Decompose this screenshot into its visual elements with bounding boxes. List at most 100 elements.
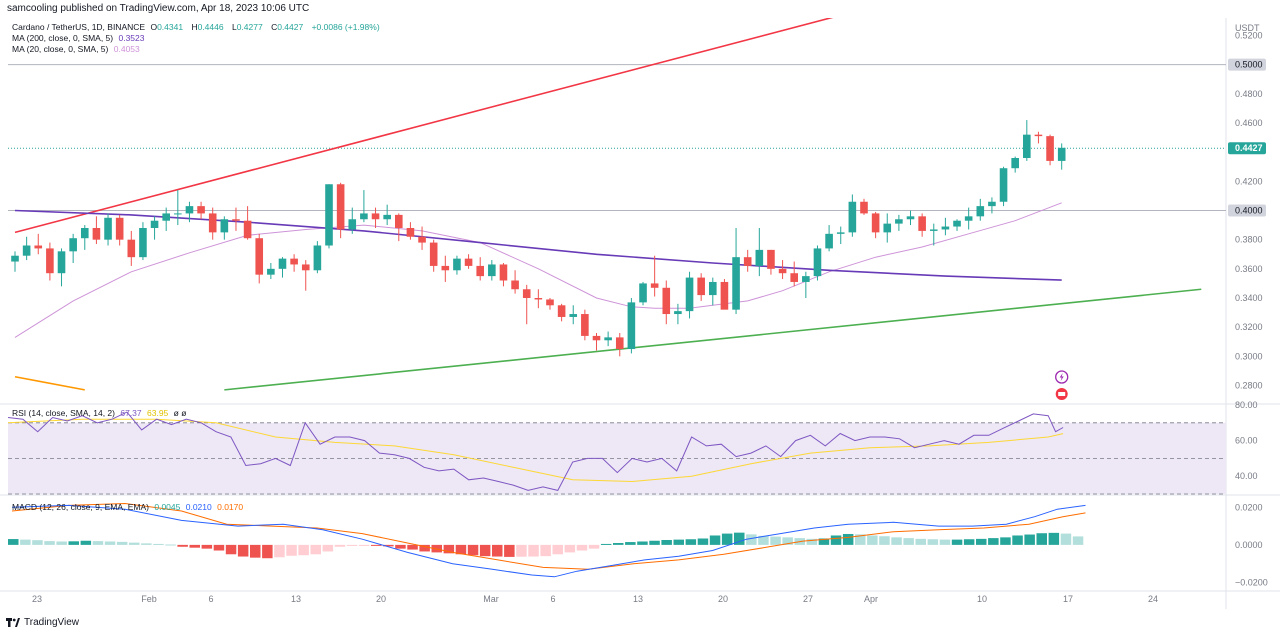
symbol-legend[interactable]: Cardano / TetherUS, 1D, BINANCE O0.4341 … <box>12 22 383 33</box>
time-tick-label: 6 <box>208 594 213 604</box>
price-change: +0.0086 (+1.98%) <box>311 22 380 32</box>
candle-body <box>895 219 903 224</box>
macd-histogram-bar <box>262 544 273 559</box>
macd-histogram-bar <box>842 533 854 545</box>
level-label-box <box>1228 58 1266 71</box>
macd-histogram-bar <box>213 544 225 551</box>
price-tick-label: 0.3000 <box>1235 351 1263 361</box>
candle-body <box>1023 134 1031 158</box>
candle-body <box>488 264 496 277</box>
candle-body <box>860 201 868 214</box>
current-price-box <box>1228 142 1266 155</box>
candle-body <box>162 213 170 221</box>
price-tick-label: 0.5200 <box>1235 31 1263 41</box>
candle-body <box>185 206 194 214</box>
signal-line <box>11 502 1086 570</box>
macd-histogram-bar <box>830 535 842 545</box>
ma20-label: MA (20, close, 0, SMA, 5) <box>12 44 109 54</box>
macd-histogram-bar <box>443 544 455 554</box>
macd-histogram-bar <box>334 544 346 547</box>
candle-body <box>441 265 450 271</box>
macd-histogram-bar <box>177 544 188 547</box>
macd-histogram-bar <box>903 538 914 545</box>
candle-body <box>615 337 624 350</box>
candle-body <box>604 337 612 341</box>
candle-body <box>848 201 857 233</box>
macd-histogram-bar <box>455 544 467 555</box>
macd-histogram-bar <box>92 541 104 545</box>
trendline-green <box>224 288 1202 391</box>
rsi-tick-label: 80.00 <box>1235 400 1258 410</box>
macd-histogram-bar <box>225 544 237 555</box>
macd-histogram-bar <box>68 541 79 545</box>
axes: 0.5200 0.4800 0.4600 0.4200 0.3800 0.3600 0.34… <box>32 23 1268 604</box>
time-tick-label: 17 <box>1063 594 1073 604</box>
ma20-line <box>14 202 1062 338</box>
time-tick-label: Apr <box>864 594 878 604</box>
trendline-red <box>14 18 834 234</box>
macd-histogram-bar <box>322 544 334 552</box>
candle-body <box>232 219 240 221</box>
rsi-line <box>7 411 1064 491</box>
macd-histogram-bar <box>358 544 370 546</box>
current-price-text: 0.4427 <box>1235 143 1263 153</box>
macd-histogram-bar <box>467 544 479 556</box>
price-series <box>11 18 1202 400</box>
macd-value: 0.0210 <box>185 502 212 512</box>
candle-body <box>11 255 19 262</box>
macd-histogram-bar <box>637 541 648 545</box>
candle-body <box>255 238 264 275</box>
candle-body <box>464 258 473 266</box>
time-tick-label: 23 <box>32 594 42 604</box>
candle-body <box>92 228 101 240</box>
candle-body <box>546 299 554 306</box>
macd-histogram-bar <box>395 544 406 549</box>
candle-body <box>243 220 252 239</box>
candle-body <box>267 268 275 275</box>
candle-body <box>569 314 578 317</box>
candle-body <box>720 281 729 310</box>
candle-body <box>836 232 845 234</box>
ma200-label: MA (200, close, 0, SMA, 5) <box>12 33 114 43</box>
price-tick-label: 0.4200 <box>1235 176 1263 186</box>
candle-body <box>709 281 717 296</box>
macd-histogram-bar <box>552 544 563 555</box>
macd-histogram-bar <box>1072 536 1084 545</box>
candle-body <box>755 249 764 266</box>
candle-body <box>406 228 415 237</box>
macd-histogram-bar <box>685 539 697 545</box>
candle-body <box>278 258 287 269</box>
price-tick-label: 0.3800 <box>1235 235 1263 245</box>
candle-body <box>639 283 647 303</box>
macd-legend[interactable]: MACD (12, 26, close, 9, EMA, EMA) 0.0045… <box>12 502 246 513</box>
macd-histogram-bar <box>879 536 890 545</box>
macd-histogram-bar <box>927 539 939 545</box>
macd-histogram-bar <box>576 544 588 551</box>
candle-body <box>208 213 217 233</box>
macd-histogram-bar <box>697 538 709 545</box>
macd-tick-label: 0.0200 <box>1235 502 1263 512</box>
macd-histogram-bar <box>661 539 672 545</box>
footer[interactable]: TradingView <box>6 615 79 631</box>
candle-body <box>627 302 636 350</box>
candle-body <box>557 305 566 317</box>
candle-body <box>80 228 89 239</box>
candle-body <box>301 264 310 271</box>
macd-histogram-bar <box>116 541 128 545</box>
ma20-legend[interactable]: MA (20, close, 0, SMA, 5) 0.4053 <box>12 44 143 55</box>
candle-body <box>69 238 77 252</box>
time-tick-label: Feb <box>141 594 157 604</box>
ma200-legend[interactable]: MA (200, close, 0, SMA, 5) 0.3523 <box>12 33 147 44</box>
macd-histogram-bar <box>383 544 394 547</box>
tradingview-logo-icon <box>6 618 20 627</box>
candle-body <box>22 245 31 256</box>
publisher-line: samcooling published on TradingView.com,… <box>7 3 310 14</box>
macd-histogram-bar <box>1060 533 1072 545</box>
candle-body <box>290 258 298 265</box>
macd-histogram-bar <box>1024 534 1035 545</box>
rsi-legend[interactable]: RSI (14, close, SMA, 14, 2) 67.37 63.95 … <box>12 408 189 419</box>
macd-tick-label: 0.0000 <box>1235 540 1263 550</box>
macd-series <box>8 502 1086 578</box>
candle-body <box>127 239 136 258</box>
